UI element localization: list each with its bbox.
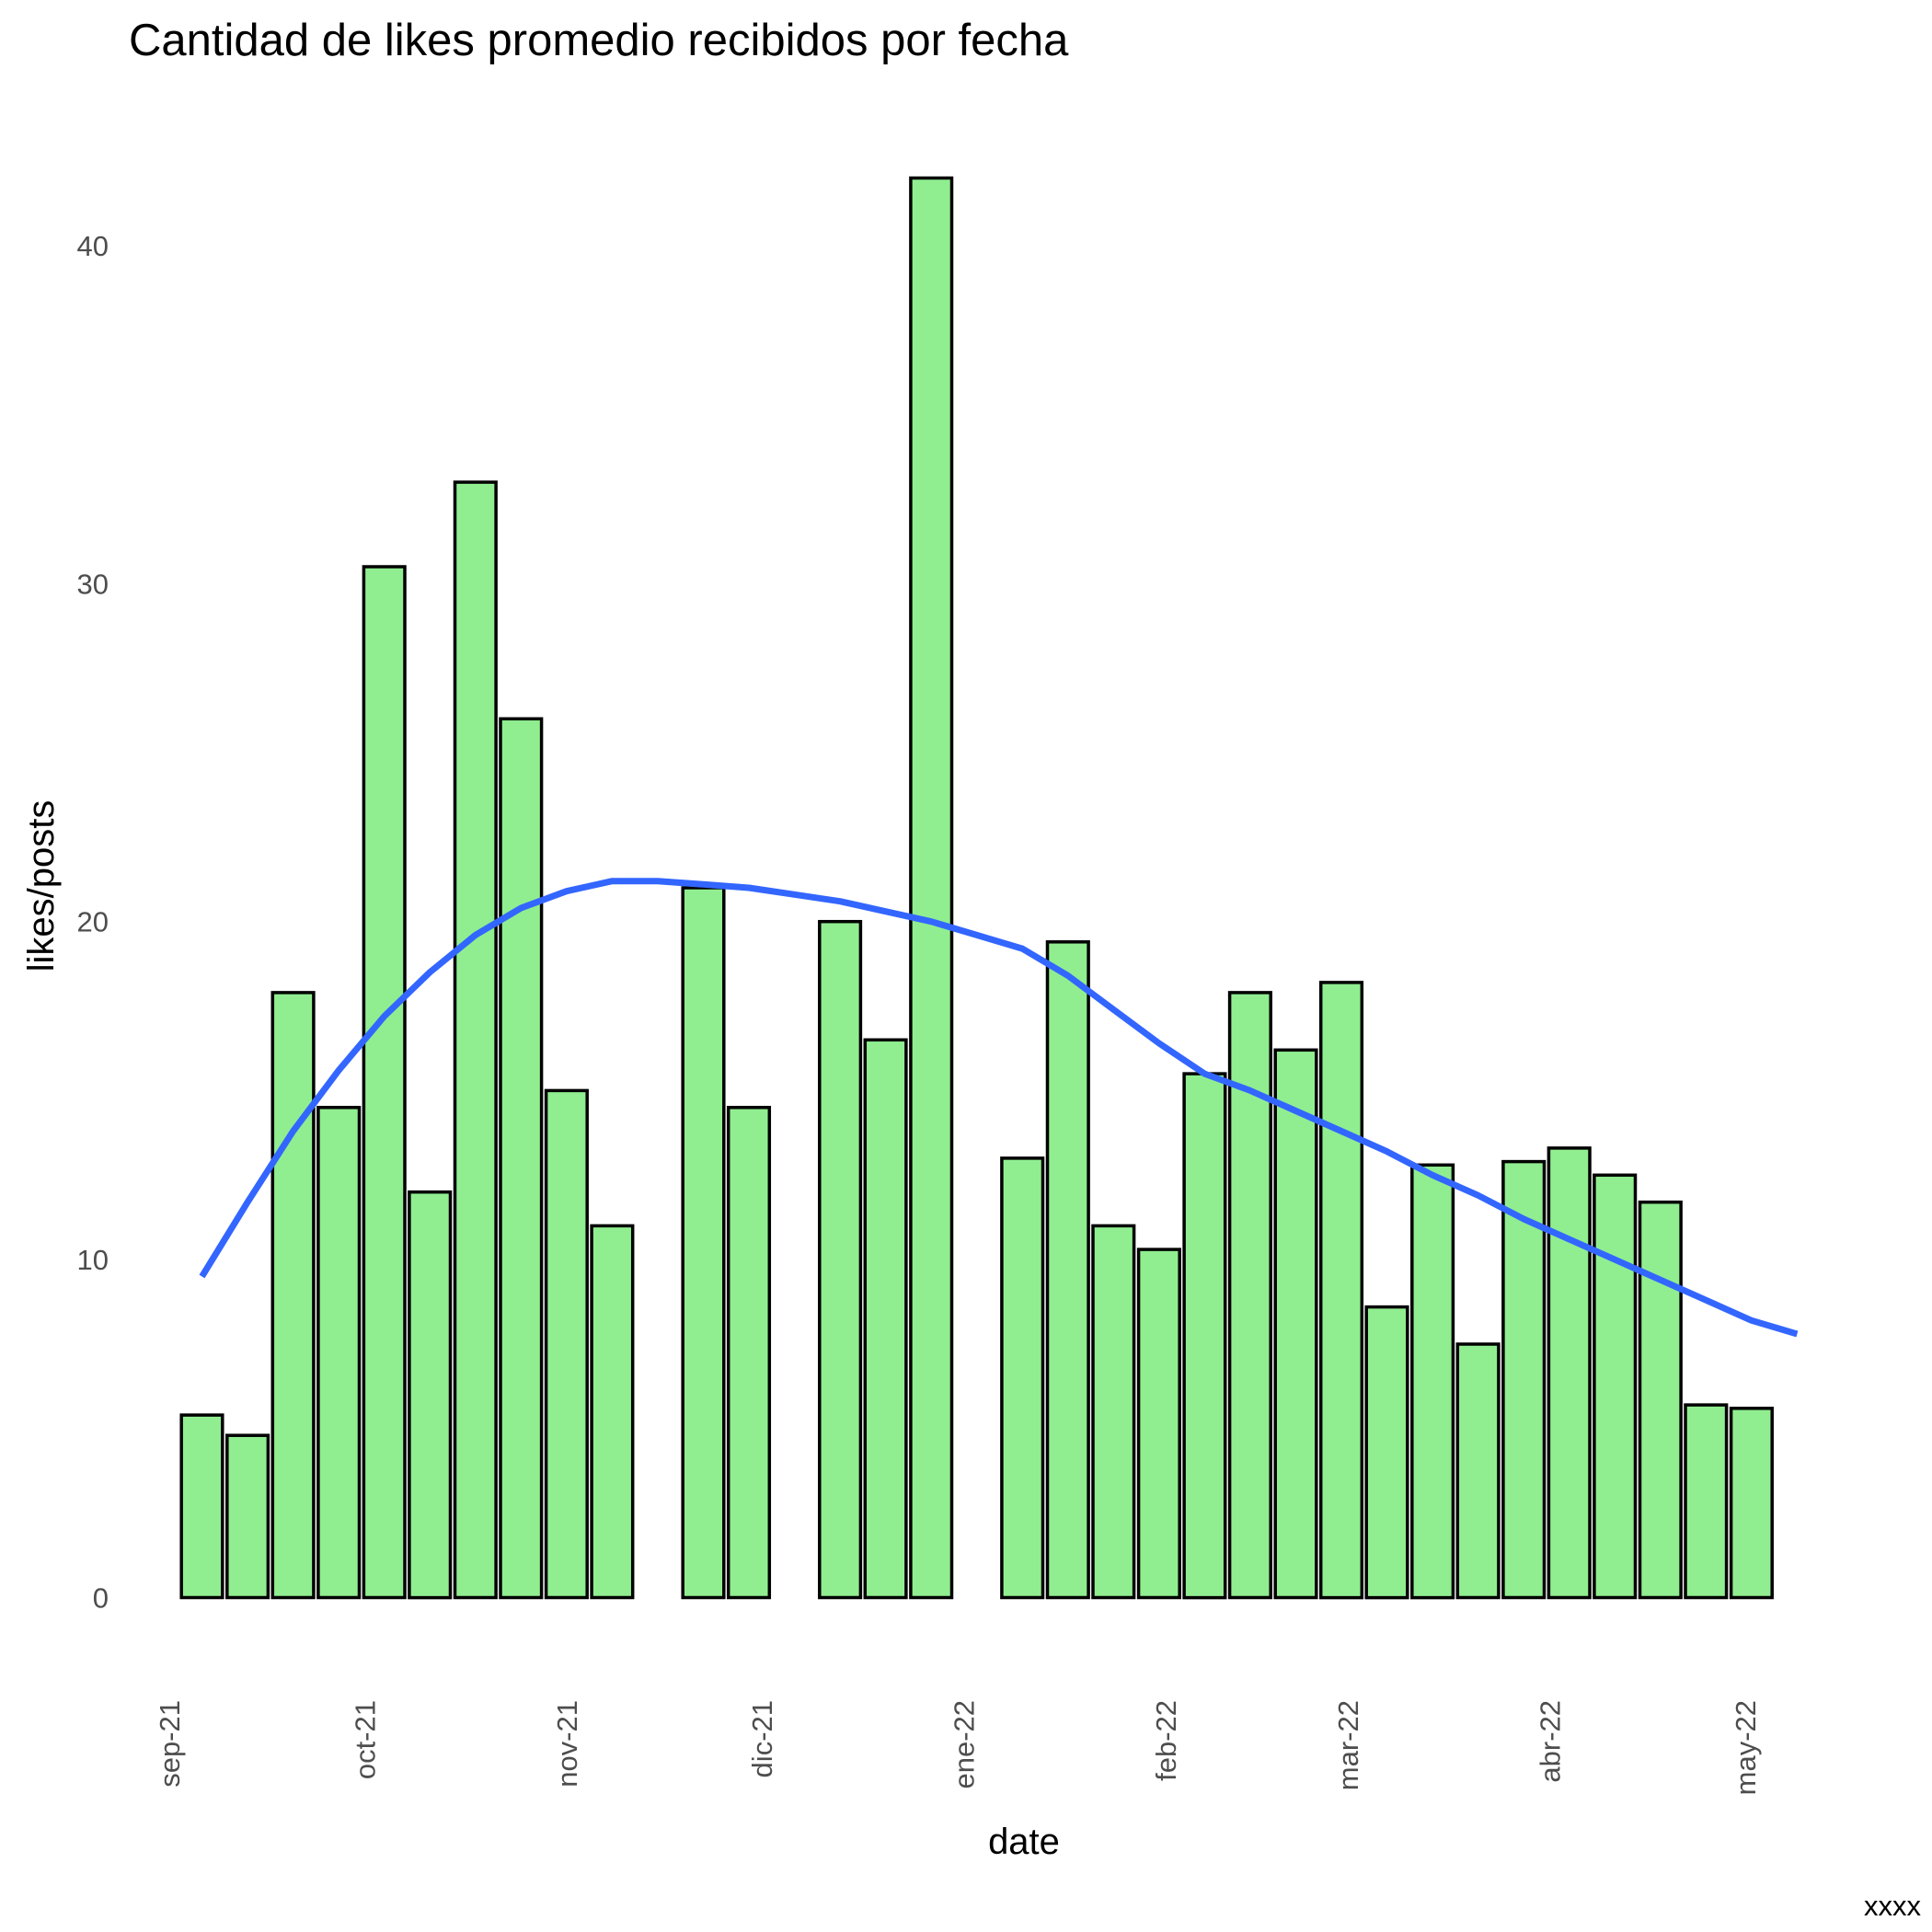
bar-2 — [270, 991, 316, 1600]
bar-29 — [1638, 1200, 1683, 1600]
bar-17 — [1091, 1224, 1136, 1600]
bar-18 — [1136, 1248, 1181, 1600]
y-axis-ticks: 0 10 20 30 40 — [77, 230, 109, 1615]
y-tick-label-0: 0 — [93, 1582, 109, 1615]
x-axis-title: date — [988, 1822, 1060, 1862]
bar-12 — [818, 919, 863, 1600]
bar-23 — [1364, 1305, 1409, 1600]
bar-1 — [225, 1433, 270, 1600]
bar-28 — [1593, 1173, 1638, 1600]
bar-15 — [1000, 1156, 1045, 1600]
bar-27 — [1547, 1146, 1592, 1600]
trend-line — [199, 878, 1799, 1338]
bar-11 — [726, 1106, 772, 1600]
y-tick-label-20: 20 — [77, 906, 109, 938]
x-tick-label-dic-21: dic-21 — [746, 1700, 778, 1777]
bar-24 — [1410, 1163, 1455, 1600]
bar-4 — [362, 565, 407, 1600]
x-tick-label-may-22: may-22 — [1730, 1700, 1762, 1795]
bar-10 — [681, 886, 726, 1600]
bar-25 — [1455, 1342, 1501, 1600]
x-tick-label-feb-22: feb-22 — [1150, 1700, 1182, 1781]
bar-13 — [863, 1038, 908, 1600]
bar-14 — [909, 176, 954, 1600]
bar-9 — [590, 1224, 635, 1600]
bar-31 — [1729, 1407, 1774, 1600]
bar-22 — [1318, 981, 1364, 1600]
y-tick-label-10: 10 — [77, 1244, 109, 1276]
bar-30 — [1684, 1403, 1729, 1600]
bar-16 — [1045, 940, 1090, 1600]
bar-6 — [453, 480, 498, 1600]
bar-0 — [179, 1413, 224, 1600]
y-tick-label-30: 30 — [77, 568, 109, 600]
x-tick-label-abr-22: abr-22 — [1535, 1700, 1567, 1783]
y-tick-label-40: 40 — [77, 230, 109, 262]
bar-3 — [316, 1106, 362, 1600]
y-axis-title: likes/posts — [21, 800, 62, 972]
x-tick-label-ene-22: ene-22 — [949, 1700, 981, 1789]
bar-7 — [499, 717, 544, 1600]
bar-26 — [1501, 1159, 1547, 1600]
bars-group — [179, 176, 1774, 1600]
bar-21 — [1273, 1048, 1318, 1600]
chart-caption: xxxx — [1864, 1890, 1922, 1922]
x-tick-label-mar-22: mar-22 — [1332, 1700, 1364, 1790]
bar-8 — [544, 1088, 589, 1600]
x-tick-label-oct-21: oct-21 — [350, 1700, 382, 1779]
bar-19 — [1182, 1072, 1227, 1600]
bar-5 — [408, 1190, 453, 1600]
x-axis-ticks: sep-21 oct-21 nov-21 dic-21 ene-22 feb-22 mar-… — [154, 1700, 1762, 1795]
x-tick-label-sep-21: sep-21 — [154, 1700, 186, 1788]
x-tick-label-nov-21: nov-21 — [551, 1700, 583, 1788]
chart-title: Cantidad de likes promedio recibidos por… — [129, 16, 1069, 65]
